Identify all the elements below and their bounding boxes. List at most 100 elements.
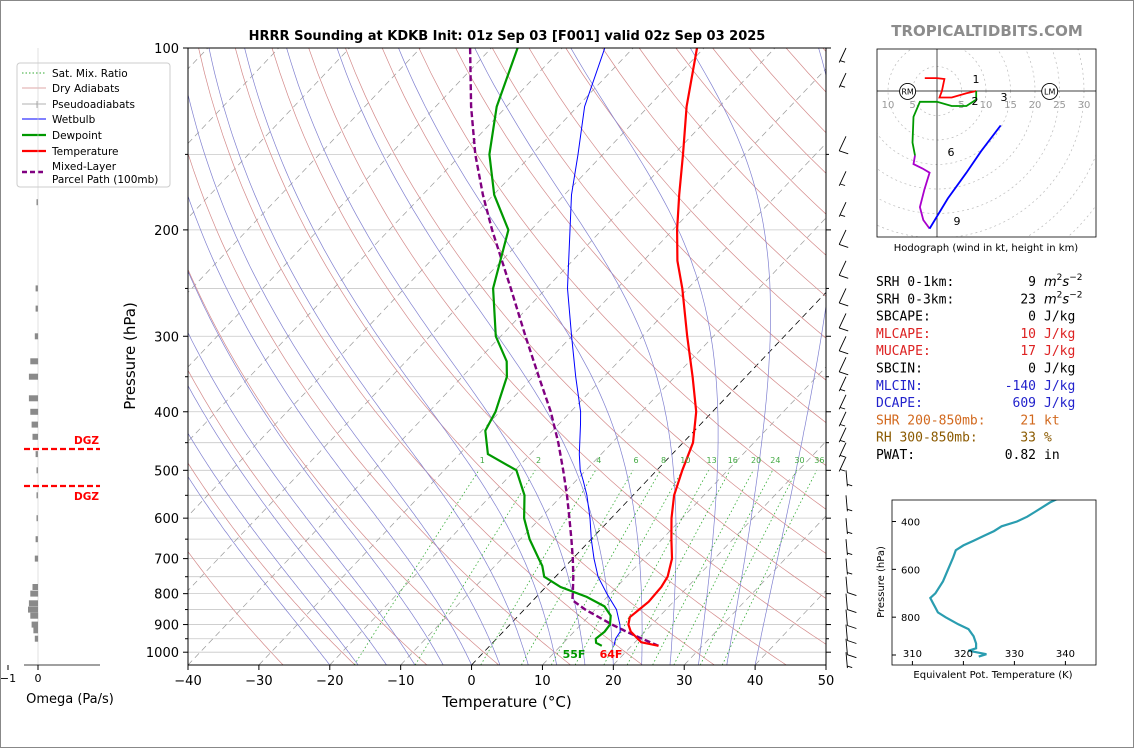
index-unit: % [1044, 431, 1052, 446]
dry-adiabat [565, 48, 826, 339]
index-unit: J/kg [1044, 327, 1075, 342]
dry-adiabat [271, 48, 787, 665]
mixing-ratio-label: 20 [751, 456, 761, 465]
wind-barb-half-flag [847, 508, 853, 512]
theta-e-y-tick-label: 400 [901, 518, 920, 529]
wind-barb [838, 171, 847, 186]
wind-barb [838, 411, 847, 427]
hodograph-height-label: 1 [973, 73, 980, 86]
wind-barb-staff [838, 47, 847, 63]
index-value: 21 [1020, 413, 1036, 428]
index-label: RH 300-850mb: [876, 431, 978, 446]
series-mixed-layer-parcel-path-100mb- [468, 48, 659, 647]
skewt-frame [187, 47, 827, 666]
legend-label: Dry Adiabats [52, 83, 120, 95]
wind-barb-half-flag [839, 424, 846, 427]
index-value: 17 [1020, 344, 1036, 359]
isotherm-line [188, 48, 776, 665]
index-value: 33 [1020, 431, 1036, 446]
wind-barb [845, 470, 853, 487]
mixing-ratio-label: 1 [480, 456, 485, 465]
wind-barb-staff [838, 229, 847, 245]
unit-s: s [1062, 275, 1069, 290]
wind-barb [838, 376, 847, 392]
hodograph-ring-label: 10 [882, 100, 895, 111]
wind-barb-flag [847, 592, 857, 597]
legend-label: Pseudoadiabats [52, 99, 135, 111]
mixing-ratio-label: 2 [536, 456, 541, 465]
moist-adiabat [188, 476, 331, 665]
index-unit: J/kg [1044, 379, 1075, 394]
hodograph-segment [924, 77, 977, 99]
series-dewpoint [484, 48, 612, 647]
omega-bar [28, 373, 38, 380]
hodograph-segment [928, 124, 1002, 230]
mixing-ratio-line [652, 470, 754, 665]
omega-bar [35, 285, 38, 292]
wind-barb-staff [845, 539, 848, 556]
dry-adiabat [188, 268, 499, 665]
unit-m: m [1044, 292, 1057, 307]
wind-barb-staff [845, 624, 848, 641]
omega-bar [30, 408, 39, 415]
mixing-ratio-label: 8 [661, 456, 666, 465]
index-value: 10 [1020, 327, 1036, 342]
wind-barb-half-flag [847, 483, 853, 487]
isotherm-line [329, 142, 826, 665]
theta-e-x-tick-label: 340 [1056, 649, 1075, 660]
index-value: 23 [1020, 292, 1036, 307]
wind-barb [838, 456, 847, 472]
mixing-ratio-line [521, 470, 634, 665]
omega-bar [34, 635, 39, 642]
x-tick-label: 30 [676, 674, 693, 689]
omega-bar [28, 606, 38, 613]
mixing-ratio-line [673, 470, 773, 665]
isotherm-line [683, 515, 826, 665]
index-unit: J/kg [1044, 362, 1075, 377]
mixing-ratio-labels: 1 2 4 6 8 10 13 16 20 24 30 36 [480, 456, 825, 465]
index-value: 609 [1013, 396, 1036, 411]
skewt-axes: −40 −30 −20 −10 0 10 20 30 40 50 100 200 300 400 500 60… [146, 42, 834, 689]
index-value: 0.82 [1005, 448, 1036, 463]
wind-barb [838, 336, 849, 355]
wind-barb-flag [847, 654, 857, 659]
omega-bar [35, 305, 38, 312]
theta-e-x-label: Equivalent Pot. Temperature (K) [913, 670, 1072, 681]
hodograph-ring-label: 25 [1053, 100, 1066, 111]
y-tick-label: 1000 [146, 646, 179, 661]
skewt-background-lines [188, 48, 826, 665]
y-tick-label: 200 [154, 224, 179, 239]
moist-adiabat [398, 48, 643, 665]
wind-barb-flag [847, 640, 857, 644]
dry-adiabat [188, 369, 428, 665]
y-tick-label: 300 [154, 330, 179, 345]
index-label: SBCIN: [876, 362, 923, 377]
dry-adiabat [528, 48, 826, 381]
wind-barb-half-flag [839, 454, 846, 458]
wind-barb-flag [839, 243, 849, 248]
wind-barb-staff [845, 576, 848, 593]
wind-barb-staff [838, 336, 847, 351]
index-label: SBCAPE: [876, 310, 931, 325]
index-label: MUCAPE: [876, 344, 931, 359]
index-unit: m2s−2 [1044, 290, 1082, 307]
series-wetbulb [566, 48, 621, 646]
chart-title: HRRR Sounding at KDKB Init: 01z Sep 03 [… [249, 29, 766, 44]
moist-adiabat [474, 48, 677, 665]
index-label: PWAT: [876, 448, 915, 463]
moist-adiabat [188, 270, 444, 665]
mixing-ratio-label: 6 [634, 456, 639, 465]
moist-adiabat [286, 48, 586, 665]
omega-bar [30, 612, 39, 619]
mixing-ratio-label: 10 [680, 456, 690, 465]
wind-barb [838, 47, 847, 63]
legend-label: Wetbulb [52, 114, 96, 126]
dgz-label: DGZ [74, 435, 99, 447]
omega-bar [36, 199, 38, 206]
theta-e-frame [891, 499, 1097, 666]
wind-barb [845, 576, 857, 597]
hodograph-segment [911, 91, 978, 156]
wind-barb-staff [838, 202, 847, 217]
wind-barb-staff [838, 357, 847, 372]
